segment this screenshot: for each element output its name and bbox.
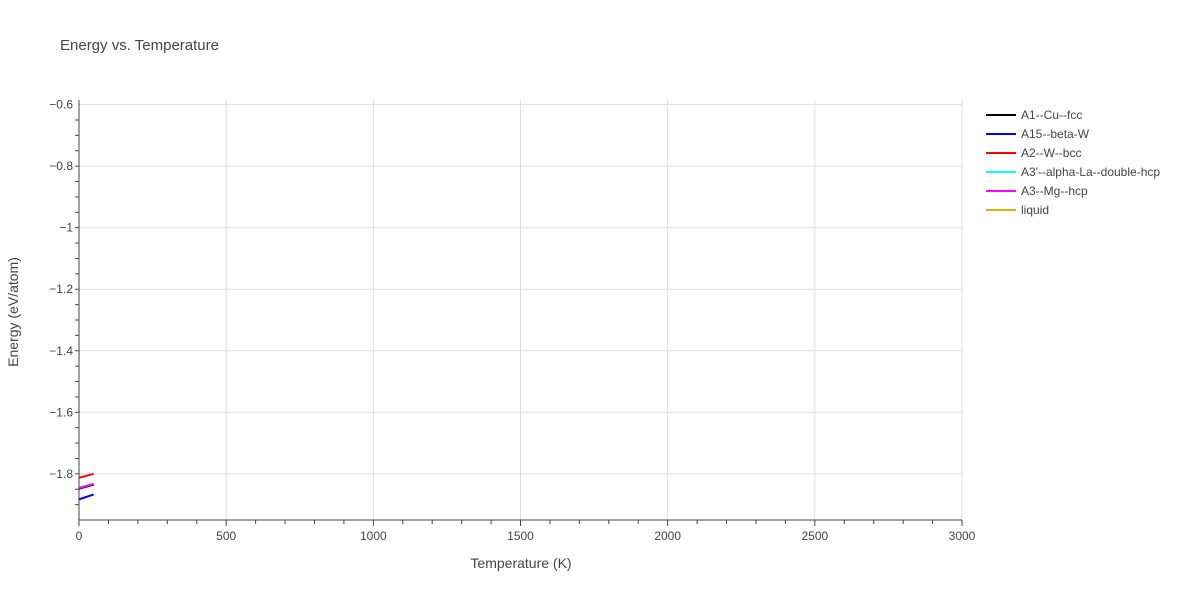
- y-tick-label: −1.2: [49, 282, 73, 296]
- legend-label-2: A2--W--bcc: [1021, 146, 1081, 160]
- x-tick-label: 0: [76, 529, 83, 543]
- y-tick-label: −0.8: [49, 159, 73, 173]
- x-tick-label: 1500: [507, 529, 534, 543]
- x-tick-label: 500: [216, 529, 236, 543]
- chart-title: Energy vs. Temperature: [60, 37, 219, 54]
- series-line-1: [78, 493, 95, 501]
- legend-label-3: A3'--alpha-La--double-hcp: [1021, 165, 1160, 179]
- y-tick-label: −1.6: [49, 405, 73, 419]
- y-tick-label: −1.8: [49, 467, 73, 481]
- x-tick-label: 3000: [949, 529, 976, 543]
- series-line-2: [78, 472, 94, 479]
- legend-label-0: A1--Cu--fcc: [1021, 108, 1082, 122]
- series-line-4: [78, 483, 94, 489]
- legend-label-1: A15--beta-W: [1021, 127, 1090, 141]
- y-tick-label: −1.4: [49, 344, 73, 358]
- y-tick-label: −0.6: [49, 98, 73, 112]
- x-tick-label: 1000: [360, 529, 387, 543]
- x-axis-label: Temperature (K): [470, 555, 571, 571]
- y-tick-label: −1: [59, 221, 73, 235]
- x-tick-label: 2000: [654, 529, 681, 543]
- x-tick-label: 2500: [801, 529, 828, 543]
- legend-label-5: liquid: [1021, 203, 1049, 217]
- y-axis-label: Energy (eV/atom): [5, 257, 21, 367]
- legend-label-4: A3--Mg--hcp: [1021, 184, 1088, 198]
